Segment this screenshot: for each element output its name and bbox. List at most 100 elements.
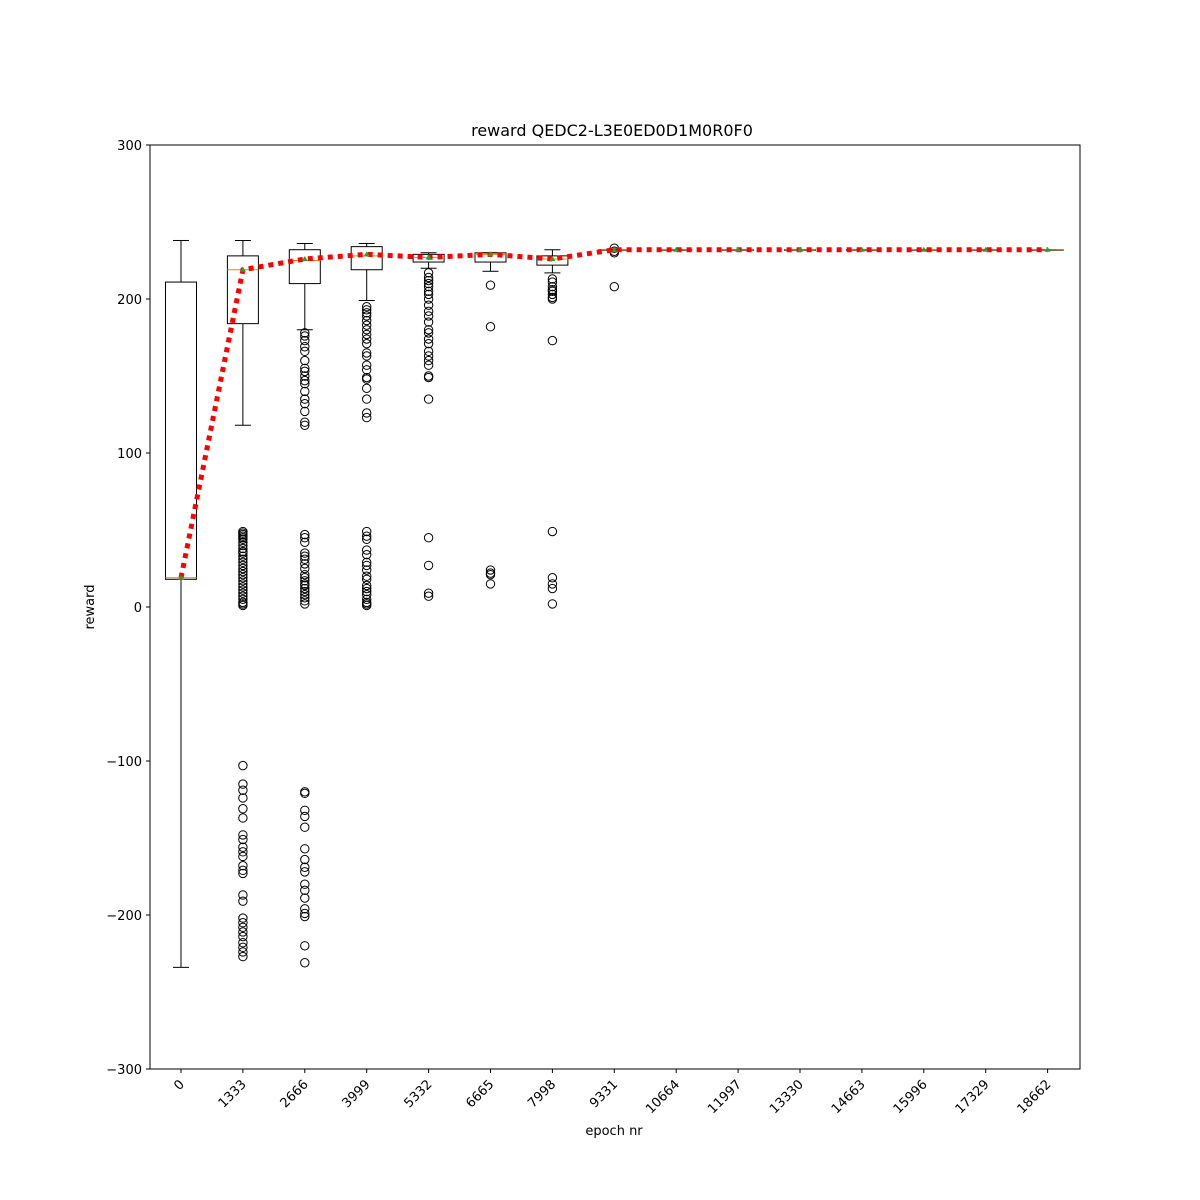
y-tick-label: −300 xyxy=(106,1063,142,1078)
outlier-point xyxy=(423,272,434,283)
mean-marker xyxy=(549,255,556,261)
outlier-point xyxy=(547,583,558,594)
x-tick-label: 0 xyxy=(171,1077,187,1093)
outlier-point xyxy=(423,281,434,292)
x-tick-label: 7998 xyxy=(525,1077,559,1111)
outlier-point xyxy=(300,583,310,594)
outlier-point xyxy=(362,394,372,404)
x-tick-label: 18662 xyxy=(1015,1077,1055,1117)
mean-marker xyxy=(301,255,308,261)
y-tick-label: −200 xyxy=(106,909,142,924)
x-tick-label: 9331 xyxy=(587,1077,621,1111)
outlier-point xyxy=(362,594,372,604)
outlier-point xyxy=(238,563,248,574)
outlier-point xyxy=(238,951,248,962)
box-0 xyxy=(165,239,197,968)
box-2666 xyxy=(288,243,321,968)
outlier-point xyxy=(423,346,434,357)
outlier-point xyxy=(362,549,372,560)
y-axis: −300 −200 −100 0 100 200 300 xyxy=(106,139,150,1078)
outlier-point xyxy=(238,594,248,604)
box-body xyxy=(226,255,259,325)
outlier-point xyxy=(362,308,372,318)
mean-marker xyxy=(920,246,927,252)
outlier-point xyxy=(423,338,434,349)
outlier-point xyxy=(362,325,372,335)
outlier-point xyxy=(238,830,248,840)
outlier-point xyxy=(362,571,372,581)
mean-marker xyxy=(673,246,680,252)
outlier-point xyxy=(300,366,310,377)
mean-marker xyxy=(797,246,803,252)
outlier-point xyxy=(300,958,310,968)
outlier-point xyxy=(238,548,248,558)
mean-line-layer xyxy=(178,246,1051,580)
outlier-point xyxy=(423,328,434,338)
outlier-point xyxy=(300,941,310,951)
mean-marker xyxy=(425,254,432,260)
outlier-point xyxy=(300,586,310,597)
outlier-point xyxy=(362,320,372,330)
outlier-point xyxy=(238,579,248,589)
outlier-point xyxy=(485,322,496,332)
outlier-point xyxy=(362,348,372,358)
outlier-point xyxy=(238,560,248,571)
outlier-point xyxy=(300,569,310,580)
outlier-point xyxy=(300,363,310,373)
outlier-point xyxy=(485,280,496,290)
outlier-point xyxy=(300,346,310,357)
outlier-point xyxy=(423,306,434,317)
outlier-point xyxy=(362,534,372,544)
box-body xyxy=(288,249,321,285)
outlier-point xyxy=(238,834,248,845)
outlier-point xyxy=(300,867,310,877)
outlier-point xyxy=(300,589,310,600)
outlier-point xyxy=(547,526,558,537)
outlier-point xyxy=(300,885,310,896)
outlier-point xyxy=(238,861,248,871)
outlier-point xyxy=(300,854,310,865)
outlier-point xyxy=(300,862,310,872)
outlier-point xyxy=(238,942,248,953)
outlier-point xyxy=(423,372,434,383)
x-axis: 0 1333 2666 3999 5332 6665 7998 9331 10664 11997 1… xyxy=(171,1069,1054,1117)
x-tick-label: 3999 xyxy=(340,1077,374,1111)
outlier-point xyxy=(300,822,310,832)
outlier-point xyxy=(238,585,248,595)
outlier-point xyxy=(547,286,558,296)
outlier-point xyxy=(300,399,310,409)
outlier-point xyxy=(423,286,434,296)
outlier-point xyxy=(485,579,496,589)
outlier-point xyxy=(362,560,372,571)
y-tick-label: 300 xyxy=(117,139,142,154)
mean-marker xyxy=(858,246,865,252)
outlier-point xyxy=(362,360,372,370)
plot-area xyxy=(165,239,1064,968)
x-tick-label: 15996 xyxy=(891,1077,931,1117)
outlier-point xyxy=(362,302,372,312)
outlier-point xyxy=(423,351,434,361)
outlier-point xyxy=(238,600,248,611)
outlier-point xyxy=(362,408,372,418)
outlier-point xyxy=(238,890,248,900)
outlier-point xyxy=(300,417,310,427)
mean-marker xyxy=(487,251,494,257)
outlier-point xyxy=(362,565,372,575)
outlier-point xyxy=(609,281,619,292)
outlier-point xyxy=(300,580,310,591)
x-tick-label: 6665 xyxy=(463,1077,497,1111)
outlier-point xyxy=(362,545,372,555)
outlier-point xyxy=(300,911,310,922)
outlier-point xyxy=(423,325,434,335)
mean-marker xyxy=(735,246,742,252)
box-body xyxy=(350,246,383,271)
box-5332 xyxy=(412,252,445,601)
outlier-point xyxy=(300,355,310,366)
outlier-point xyxy=(238,537,248,548)
outlier-point xyxy=(362,374,372,384)
outlier-point xyxy=(238,591,248,601)
outlier-point xyxy=(362,334,372,344)
outlier-point xyxy=(547,274,558,284)
outlier-point xyxy=(300,379,310,389)
y-tick-label: −100 xyxy=(106,755,142,770)
